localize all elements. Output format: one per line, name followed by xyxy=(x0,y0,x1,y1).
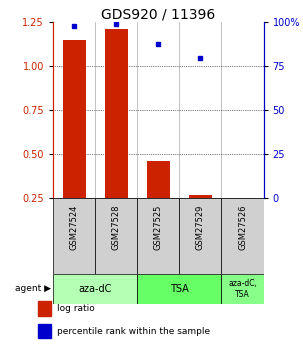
Bar xyxy=(221,274,264,304)
Text: GSM27525: GSM27525 xyxy=(154,205,163,250)
Text: GSM27524: GSM27524 xyxy=(70,205,78,250)
Title: GDS920 / 11396: GDS920 / 11396 xyxy=(101,7,215,21)
Bar xyxy=(62,40,86,198)
Text: TSA: TSA xyxy=(170,284,189,294)
Bar xyxy=(53,198,95,274)
Bar xyxy=(137,274,221,304)
Bar xyxy=(38,302,51,316)
Bar xyxy=(221,198,264,274)
Bar xyxy=(38,324,51,338)
Text: log ratio: log ratio xyxy=(57,304,95,313)
Bar xyxy=(179,198,221,274)
Text: aza-dC: aza-dC xyxy=(78,284,112,294)
Bar xyxy=(105,29,128,198)
Text: aza-dC,
TSA: aza-dC, TSA xyxy=(228,279,257,299)
Bar xyxy=(95,198,137,274)
Bar xyxy=(53,274,137,304)
Bar xyxy=(189,195,212,198)
Text: percentile rank within the sample: percentile rank within the sample xyxy=(57,327,210,336)
Text: GSM27528: GSM27528 xyxy=(112,205,121,250)
Bar xyxy=(137,198,179,274)
Bar xyxy=(147,161,170,198)
Text: GSM27526: GSM27526 xyxy=(238,205,247,250)
Text: GSM27529: GSM27529 xyxy=(196,205,205,250)
Text: agent ▶: agent ▶ xyxy=(15,284,51,294)
